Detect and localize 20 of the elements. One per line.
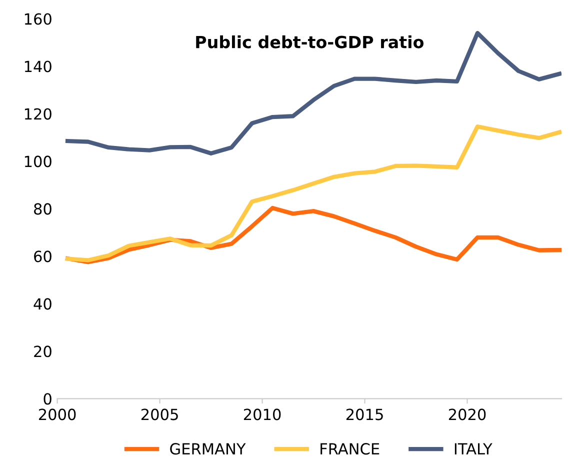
line-series bbox=[65, 124, 562, 262]
y-tick-label: 100 bbox=[24, 156, 52, 168]
legend-label: FRANCE bbox=[320, 443, 380, 455]
y-tick-label: 60 bbox=[34, 250, 52, 262]
x-tick-label: 2010 bbox=[244, 408, 281, 420]
legend-label: ITALY bbox=[454, 443, 492, 454]
y-tick-label: 80 bbox=[34, 203, 52, 215]
y-tick-label: 20 bbox=[34, 346, 52, 358]
line-series bbox=[65, 30, 562, 156]
y-tick-label: 120 bbox=[24, 108, 52, 120]
y-tick-label: 140 bbox=[24, 60, 52, 72]
x-tick-label: 2000 bbox=[38, 408, 76, 420]
y-tick-label: 160 bbox=[24, 13, 52, 25]
text: Public debt-to-GDP ratio bbox=[196, 35, 424, 48]
x-tick-label: 2015 bbox=[346, 408, 383, 420]
x-tick-label: 2020 bbox=[448, 408, 486, 420]
x-tick-label: 2005 bbox=[141, 408, 178, 420]
legend-label: GERMANY bbox=[170, 443, 246, 455]
y-tick-label: 40 bbox=[34, 298, 52, 310]
y-tick-label: 0 bbox=[44, 393, 52, 405]
